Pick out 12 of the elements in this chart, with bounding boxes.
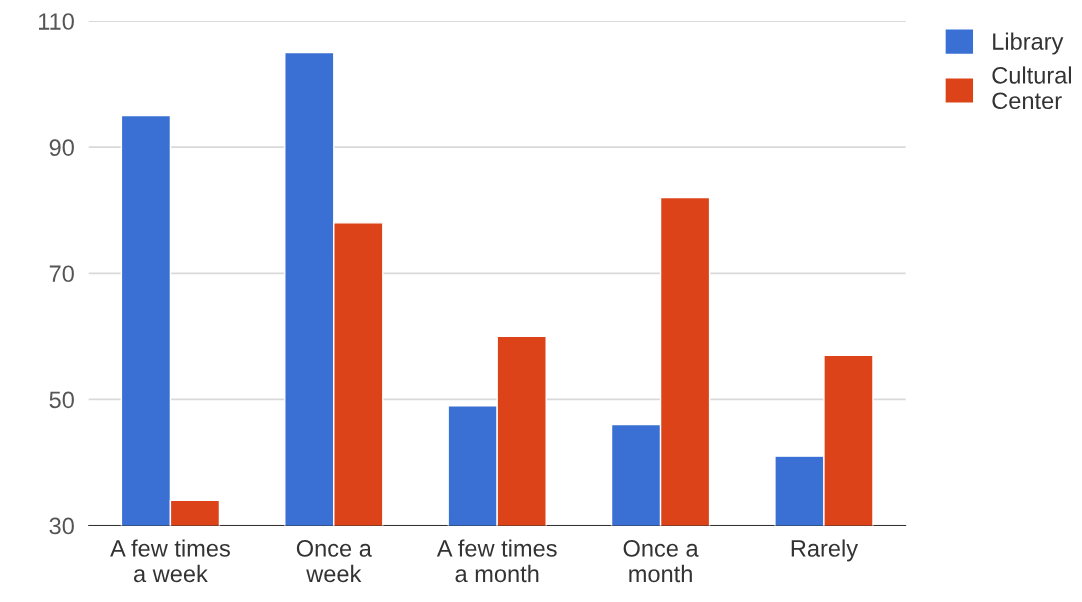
x-tick-label: A few times a month bbox=[436, 539, 557, 583]
y-tick-label: 70 bbox=[49, 265, 74, 283]
x-tick-label: Once a month bbox=[623, 540, 699, 583]
y-tick-label: 110 bbox=[38, 13, 74, 30]
y-tick-label: 90 bbox=[49, 139, 74, 156]
x-tick-label: Rarely bbox=[791, 539, 859, 562]
x-tick-label: A few times a week bbox=[110, 539, 230, 583]
legend-label: Library bbox=[993, 32, 1064, 55]
y-tick-label: 30 bbox=[49, 517, 74, 535]
y-tick-label: 50 bbox=[49, 391, 74, 409]
legend-label: Cultural Center bbox=[992, 66, 1071, 110]
x-tick-label: Once a week bbox=[296, 540, 372, 583]
